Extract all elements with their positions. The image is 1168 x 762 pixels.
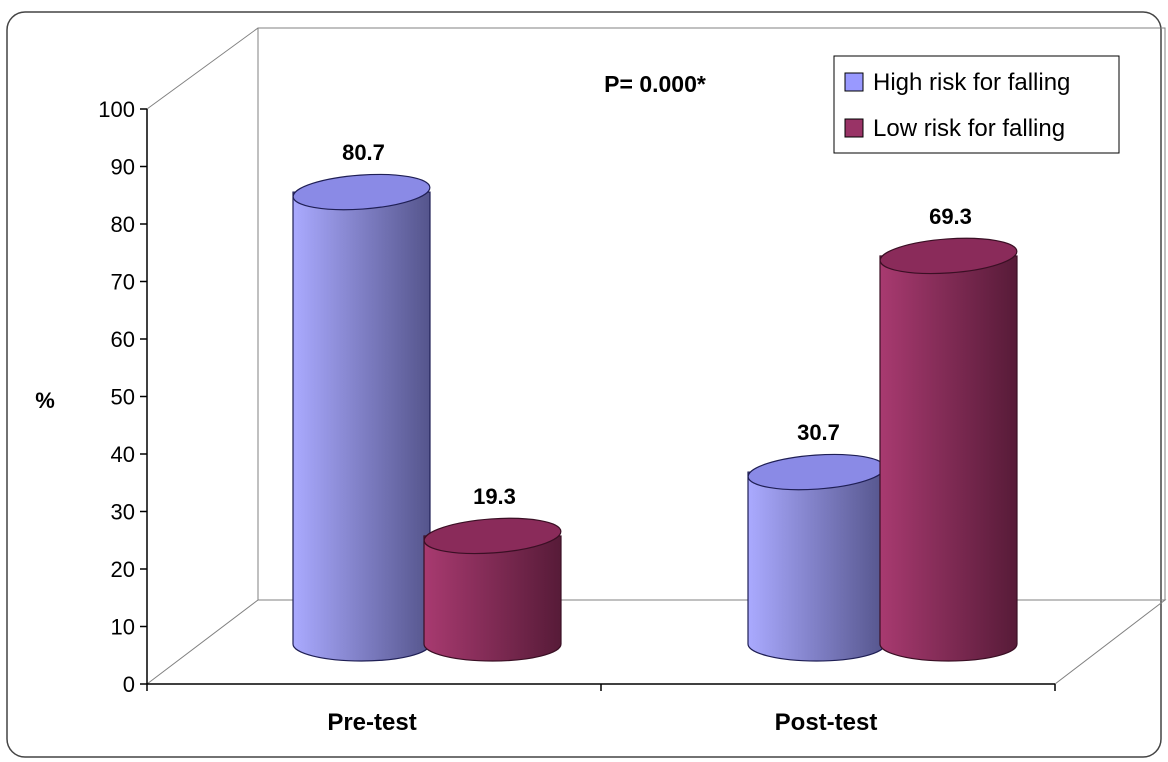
bar-body: [423, 535, 562, 662]
legend-swatch-high-risk: [844, 72, 864, 92]
x-category-label: Post-test: [775, 709, 878, 736]
y-tick-label: 40: [111, 442, 135, 467]
data-label: 19.3: [473, 484, 516, 509]
y-tick-label: 30: [111, 500, 135, 525]
p-value-annotation: P= 0.000*: [604, 71, 706, 97]
data-label: 69.3: [929, 204, 972, 229]
legend-label-high-risk: High risk for falling: [873, 69, 1070, 96]
x-category-label: Pre-test: [327, 709, 416, 736]
y-axis-label: %: [35, 388, 55, 413]
legend-label-low-risk: Low risk for falling: [873, 115, 1065, 142]
data-label: 30.7: [797, 420, 840, 445]
bar-pre-test-series-0: 80.7: [292, 140, 431, 662]
y-tick-label: 100: [98, 97, 135, 122]
bar-post-test-series-1: 69.3: [879, 204, 1018, 662]
left-wall-top-edge: [146, 27, 259, 110]
x-ticks: Pre-test Post-test: [146, 684, 1056, 736]
bar-top: [423, 517, 562, 555]
y-tick-label: 90: [111, 155, 135, 180]
y-tick-label: 60: [111, 327, 135, 352]
y-tick-label: 0: [123, 672, 135, 697]
data-label: 80.7: [342, 140, 385, 165]
bar-body: [879, 255, 1018, 662]
bar-pre-test-series-1: 19.3: [423, 484, 562, 662]
bar-post-test-series-0: 30.7: [747, 420, 886, 662]
legend-box: [833, 55, 1120, 154]
legend: High risk for falling Low risk for falli…: [833, 55, 1120, 154]
y-ticks: 0 10 20 30 40 50 60 70 80 90 100: [98, 97, 147, 697]
y-tick-label: 20: [111, 557, 135, 582]
y-tick-label: 50: [111, 385, 135, 410]
y-tick-label: 80: [111, 212, 135, 237]
bar-body: [747, 471, 886, 662]
bar-top: [292, 173, 431, 211]
y-tick-label: 10: [111, 615, 135, 640]
bar-top: [879, 237, 1018, 275]
legend-swatch-low-risk: [844, 118, 864, 138]
bars: 80.7 19.3 30.7 69.3: [292, 140, 1018, 662]
y-tick-label: 70: [111, 270, 135, 295]
bar-body: [292, 191, 431, 662]
